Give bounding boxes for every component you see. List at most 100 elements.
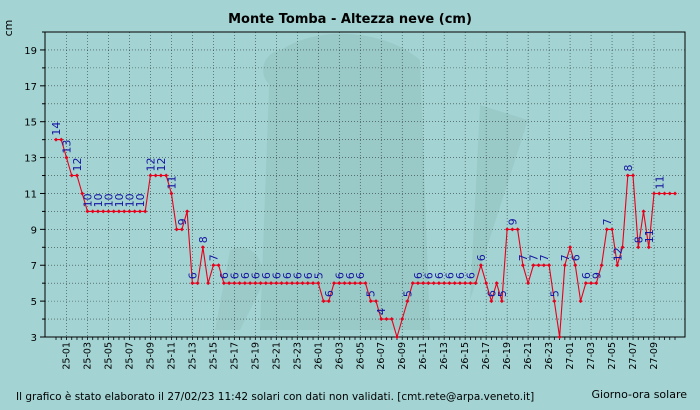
data-point bbox=[667, 191, 672, 196]
data-label: 8 bbox=[622, 165, 635, 172]
data-label: 6 bbox=[281, 272, 294, 279]
plot-frame bbox=[44, 31, 686, 338]
data-label: 6 bbox=[239, 272, 252, 279]
data-point bbox=[85, 209, 90, 214]
y-tick-label: 7 bbox=[31, 261, 37, 272]
data-label: 10 bbox=[81, 193, 94, 207]
data-point bbox=[290, 281, 295, 286]
data-point bbox=[520, 263, 525, 268]
data-label: 7 bbox=[207, 254, 220, 261]
data-point bbox=[111, 209, 116, 214]
x-tick-label: 26-05 bbox=[355, 342, 366, 370]
snow-depth-series bbox=[54, 137, 677, 339]
x-tick-label: 25-09 bbox=[145, 342, 156, 370]
data-point bbox=[394, 335, 399, 339]
data-label: 10 bbox=[123, 193, 136, 207]
data-point bbox=[478, 263, 483, 268]
data-point bbox=[499, 299, 504, 304]
data-label: 6 bbox=[464, 272, 477, 279]
data-label: 10 bbox=[134, 193, 147, 207]
data-point bbox=[636, 245, 641, 250]
data-point bbox=[174, 227, 179, 232]
data-label: 6 bbox=[186, 272, 199, 279]
data-point bbox=[373, 299, 378, 304]
data-point bbox=[321, 299, 326, 304]
x-tick-label: 26-07 bbox=[376, 342, 387, 370]
data-point bbox=[253, 281, 258, 286]
data-label: 12 bbox=[71, 158, 84, 172]
y-tick-label: 3 bbox=[31, 333, 37, 344]
x-tick-label: 26-13 bbox=[439, 342, 450, 370]
x-tick-label: 26-01 bbox=[313, 342, 324, 370]
data-point bbox=[237, 281, 242, 286]
data-label: 8 bbox=[197, 236, 210, 243]
data-point bbox=[547, 263, 552, 268]
data-label: 6 bbox=[228, 272, 241, 279]
data-point bbox=[578, 299, 583, 304]
data-point bbox=[137, 209, 142, 214]
data-label: 6 bbox=[354, 272, 367, 279]
data-point bbox=[363, 281, 368, 286]
data-point bbox=[185, 209, 190, 214]
data-point bbox=[410, 281, 415, 286]
x-tick-label: 26-21 bbox=[523, 342, 534, 370]
data-point bbox=[158, 173, 163, 178]
data-point bbox=[589, 281, 594, 286]
data-point bbox=[673, 191, 677, 196]
data-label: 13 bbox=[60, 140, 73, 154]
data-label: 7 bbox=[527, 254, 540, 261]
data-point bbox=[211, 263, 216, 268]
data-point bbox=[562, 263, 567, 268]
data-point bbox=[583, 281, 588, 286]
x-tick-label: 26-23 bbox=[544, 342, 555, 370]
data-point bbox=[368, 299, 373, 304]
data-point bbox=[132, 209, 137, 214]
data-point bbox=[515, 227, 520, 232]
data-point bbox=[326, 299, 331, 304]
data-point bbox=[263, 281, 268, 286]
footer-note: Il grafico è stato elaborato il 27/02/23… bbox=[16, 391, 534, 403]
data-label: 10 bbox=[102, 193, 115, 207]
data-point bbox=[625, 173, 630, 178]
data-point bbox=[457, 281, 462, 286]
data-label: 6 bbox=[344, 272, 357, 279]
data-point bbox=[305, 281, 310, 286]
data-point bbox=[526, 281, 531, 286]
data-point bbox=[54, 137, 58, 142]
data-label: 11 bbox=[643, 229, 656, 243]
data-label: 11 bbox=[165, 175, 178, 189]
data-label: 6 bbox=[412, 272, 425, 279]
data-point bbox=[116, 209, 121, 214]
data-label: 9 bbox=[176, 218, 189, 225]
data-label: 6 bbox=[302, 272, 315, 279]
data-point bbox=[90, 209, 95, 214]
data-point bbox=[59, 137, 64, 142]
data-point bbox=[337, 281, 342, 286]
data-point bbox=[248, 281, 253, 286]
data-point bbox=[127, 209, 132, 214]
data-point bbox=[274, 281, 279, 286]
x-tick-label: 26-03 bbox=[334, 342, 345, 370]
x-tick-label: 25-05 bbox=[103, 342, 114, 370]
data-point bbox=[594, 281, 599, 286]
data-point bbox=[662, 191, 667, 196]
data-point bbox=[541, 263, 546, 268]
data-point bbox=[400, 317, 405, 322]
data-point bbox=[379, 317, 384, 322]
x-tick-label: 25-21 bbox=[271, 342, 282, 370]
data-label: 7 bbox=[538, 254, 551, 261]
data-label: 14 bbox=[50, 122, 63, 136]
data-point bbox=[484, 281, 489, 286]
data-point bbox=[80, 191, 85, 196]
data-point bbox=[164, 173, 169, 178]
data-label: 5 bbox=[312, 272, 325, 279]
data-point bbox=[64, 155, 69, 160]
data-point bbox=[300, 281, 305, 286]
data-point bbox=[242, 281, 247, 286]
data-point bbox=[405, 299, 410, 304]
data-point bbox=[316, 281, 321, 286]
data-point bbox=[415, 281, 420, 286]
data-label: 12 bbox=[155, 158, 168, 172]
data-point bbox=[531, 263, 536, 268]
